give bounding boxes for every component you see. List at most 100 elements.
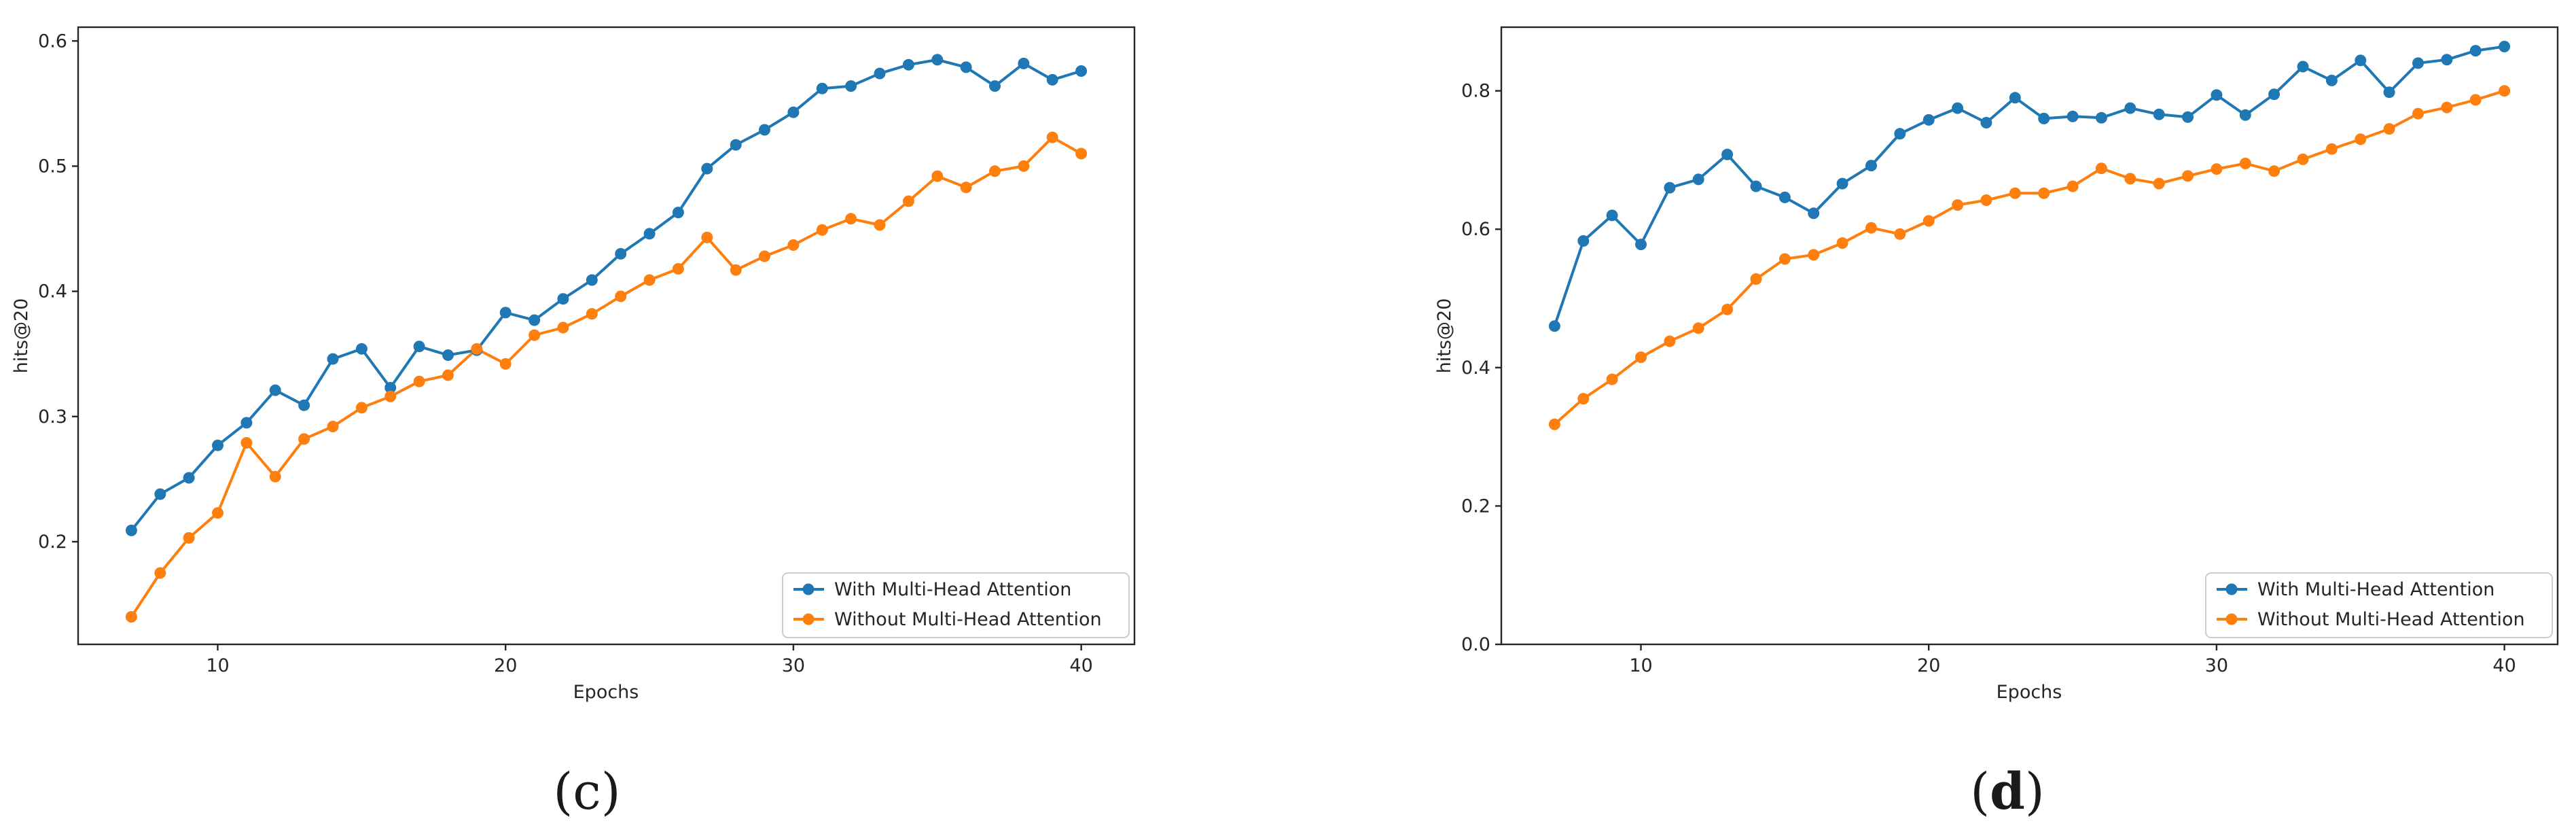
data-point-without-attention-c [154, 567, 166, 579]
y-tick-label-c: 0.3 [38, 406, 67, 428]
data-point-without-attention-d [2182, 170, 2194, 182]
data-point-with-attention-c [672, 207, 684, 219]
data-point-with-attention-d [1635, 239, 1647, 251]
data-point-with-attention-d [1664, 181, 1676, 194]
data-point-without-attention-d [1664, 335, 1676, 347]
data-point-with-attention-c [557, 293, 569, 305]
data-point-with-attention-d [1922, 114, 1935, 126]
data-point-without-attention-d [2067, 180, 2079, 192]
x-tick-label-c: 40 [1069, 655, 1092, 676]
data-point-without-attention-d [2325, 143, 2338, 155]
data-point-without-attention-c [730, 264, 742, 276]
series-points-d [1548, 41, 2511, 430]
x-tick-label-d: 20 [1917, 655, 1940, 676]
data-point-without-attention-c [355, 402, 368, 414]
data-point-with-attention-d [2067, 110, 2079, 122]
data-point-without-attention-c [1046, 131, 1058, 143]
legend-frame-d [2205, 572, 2553, 638]
data-point-with-attention-d [1692, 173, 1704, 186]
data-point-with-attention-c [1075, 65, 1088, 77]
legend-frame-c [782, 572, 1130, 638]
data-point-with-attention-d [2325, 74, 2338, 86]
data-point-with-attention-c [355, 343, 368, 355]
data-point-without-attention-c [989, 165, 1001, 177]
data-point-without-attention-c [787, 239, 800, 251]
data-point-with-attention-c [730, 139, 742, 151]
data-point-without-attention-d [2469, 94, 2482, 106]
data-point-without-attention-d [2211, 163, 2223, 175]
data-point-with-attention-c [816, 82, 828, 94]
data-point-without-attention-d [2038, 187, 2050, 199]
data-point-without-attention-c [1075, 147, 1088, 160]
data-point-without-attention-c [212, 507, 223, 519]
data-point-without-attention-c [759, 250, 770, 262]
data-point-with-attention-c [874, 67, 886, 80]
data-point-without-attention-c [672, 263, 684, 275]
data-point-with-attention-d [1980, 117, 1992, 128]
x-tick-label-d: 30 [2205, 655, 2228, 676]
x-tick-label-c: 30 [782, 655, 805, 676]
data-point-with-attention-d [2211, 89, 2223, 101]
data-point-without-attention-d [2383, 123, 2395, 135]
data-point-without-attention-c [183, 532, 195, 544]
data-point-with-attention-d [2355, 54, 2367, 67]
data-point-with-attention-c [845, 80, 857, 92]
series-line-with-attention-c [130, 58, 1083, 532]
data-point-with-attention-c [902, 58, 914, 71]
legend-label-with-attention-d: With Multi-Head Attention [2257, 579, 2494, 600]
data-point-with-attention-d [1778, 191, 1791, 203]
x-axis-label-d: Epochs [1997, 682, 2062, 703]
data-point-with-attention-c [384, 381, 397, 394]
data-point-with-attention-c [269, 384, 281, 396]
data-point-with-attention-c [787, 106, 800, 118]
data-point-with-attention-c [643, 228, 656, 240]
data-point-with-attention-d [2124, 102, 2136, 114]
data-point-without-attention-c [557, 322, 569, 334]
y-axis-d: 0.0 0.2 0.4 0.6 0.8 [1461, 81, 1501, 655]
x-axis-d: 10 20 30 40 [1629, 644, 2516, 676]
data-point-without-attention-c [845, 213, 857, 225]
data-point-with-attention-d [1548, 320, 1560, 332]
y-tick-label-c: 0.5 [38, 156, 67, 177]
data-point-with-attention-d [2268, 88, 2280, 101]
data-point-with-attention-d [2009, 92, 2021, 104]
data-point-with-attention-c [327, 353, 339, 365]
y-tick-label-c: 0.2 [38, 532, 67, 553]
legend-marker-with-attention-c [802, 583, 815, 595]
data-point-without-attention-c [384, 390, 397, 402]
data-point-without-attention-d [1922, 215, 1935, 227]
x-tick-label-d: 40 [2492, 655, 2516, 676]
data-point-without-attention-d [2268, 165, 2280, 177]
data-point-without-attention-c [931, 170, 944, 182]
legend-d: With Multi-Head Attention Without Multi-… [2205, 572, 2553, 638]
data-point-with-attention-d [1952, 102, 1964, 114]
data-point-without-attention-d [2355, 133, 2367, 145]
data-point-without-attention-d [1577, 393, 1590, 405]
data-point-without-attention-c [816, 224, 828, 236]
data-point-with-attention-c [529, 314, 541, 326]
data-point-without-attention-c [442, 369, 454, 381]
data-point-without-attention-c [529, 329, 541, 341]
x-tick-label-d: 10 [1629, 655, 1652, 676]
series-points-c [125, 54, 1088, 623]
series-lines-c [130, 58, 1083, 619]
data-point-without-attention-d [1750, 273, 1762, 285]
data-point-with-attention-c [586, 274, 598, 286]
x-axis-c: 10 20 30 40 [206, 644, 1093, 676]
data-point-with-attention-c [701, 162, 713, 175]
data-point-without-attention-d [2297, 153, 2309, 165]
data-point-with-attention-d [2182, 111, 2194, 123]
data-point-with-attention-d [2297, 60, 2309, 73]
data-point-with-attention-d [1750, 180, 1762, 192]
data-point-without-attention-d [1808, 249, 1820, 261]
data-point-without-attention-d [2499, 85, 2511, 97]
data-point-with-attention-c [759, 124, 770, 136]
panel-c: 0.20.30.40.50.6 10 20 30 40 Epochs hits@20 … [11, 26, 1136, 821]
data-point-with-attention-c [125, 524, 137, 536]
y-tick-label-d: 0.2 [1461, 496, 1490, 517]
data-point-without-attention-d [1865, 222, 1877, 234]
data-point-with-attention-c [989, 80, 1001, 92]
data-point-with-attention-c [183, 472, 195, 484]
data-point-without-attention-c [902, 195, 914, 207]
data-point-with-attention-d [2095, 111, 2107, 124]
